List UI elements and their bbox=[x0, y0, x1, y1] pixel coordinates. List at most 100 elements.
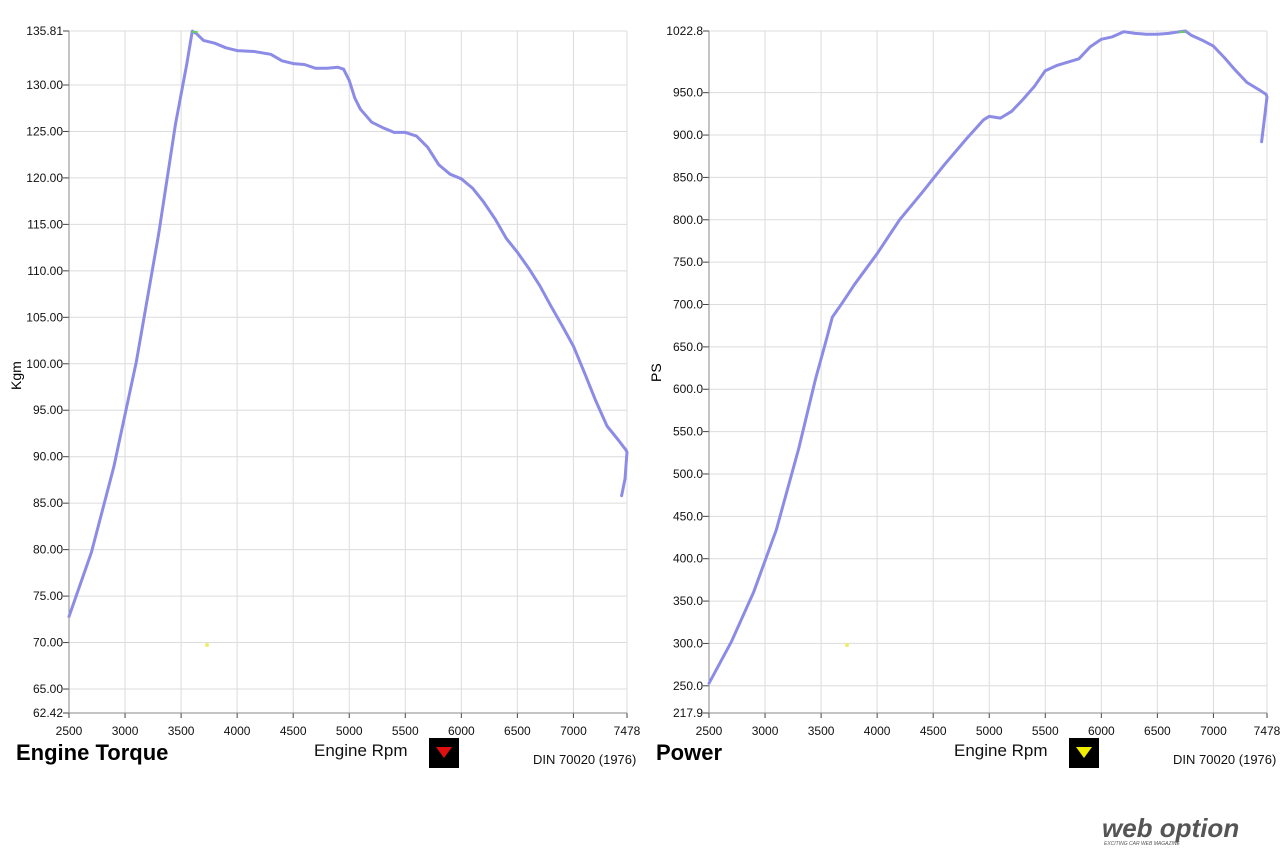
data-point bbox=[174, 122, 177, 126]
data-point bbox=[842, 299, 845, 303]
y-tick-label: 850.0 bbox=[673, 170, 703, 184]
data-point bbox=[314, 67, 317, 70]
y-tick-label: 100.00 bbox=[26, 357, 63, 371]
data-point bbox=[825, 337, 828, 340]
data-point bbox=[1264, 93, 1268, 96]
y-tick-label: 900.0 bbox=[673, 128, 703, 142]
data-point bbox=[527, 266, 530, 270]
data-point bbox=[224, 46, 228, 50]
weboption-logo: web option EXCITING CAR WEB MAGAZINE bbox=[1102, 813, 1239, 847]
data-point bbox=[1122, 30, 1125, 33]
data-point bbox=[1212, 44, 1215, 48]
data-point bbox=[605, 424, 609, 428]
data-point bbox=[1223, 56, 1226, 60]
data-point bbox=[1111, 35, 1114, 38]
triangle-down-icon bbox=[1076, 747, 1092, 758]
y-tick-label: 125.00 bbox=[26, 124, 63, 138]
data-point bbox=[252, 50, 256, 53]
data-point bbox=[965, 137, 969, 140]
data-point bbox=[1032, 85, 1036, 88]
y-tick-label: 80.00 bbox=[33, 543, 63, 557]
data-point bbox=[370, 120, 373, 124]
data-point bbox=[359, 107, 362, 111]
data-point bbox=[90, 551, 93, 554]
y-tick-label: 500.0 bbox=[673, 467, 703, 481]
y-tick-label: 950.0 bbox=[673, 86, 703, 100]
y-tick-label: 90.00 bbox=[33, 450, 63, 464]
x-tick-label: 6500 bbox=[504, 724, 531, 738]
data-point bbox=[426, 146, 429, 149]
data-point bbox=[707, 682, 711, 685]
data-point bbox=[814, 377, 817, 381]
data-point bbox=[291, 62, 295, 65]
data-point bbox=[303, 63, 306, 66]
y-tick-label: 600.0 bbox=[673, 382, 703, 396]
x-tick-label: 6000 bbox=[448, 724, 475, 738]
x-tick-label: 5000 bbox=[336, 724, 363, 738]
power-x-axis-label: Engine Rpm bbox=[954, 741, 1048, 760]
data-point bbox=[920, 191, 924, 194]
data-point bbox=[1100, 38, 1103, 41]
data-point bbox=[1260, 140, 1263, 144]
y-tick-label: 250.0 bbox=[673, 679, 703, 693]
data-point bbox=[1077, 57, 1081, 60]
data-point bbox=[1088, 45, 1092, 49]
y-tick-label: 85.00 bbox=[33, 496, 63, 510]
data-point bbox=[1055, 64, 1058, 67]
x-tick-label: 6000 bbox=[1088, 724, 1115, 738]
power-curve bbox=[707, 29, 1269, 685]
y-tick-label: 95.00 bbox=[33, 403, 63, 417]
cursor-dot bbox=[205, 643, 209, 647]
data-point bbox=[572, 344, 575, 348]
data-point bbox=[135, 360, 138, 364]
data-point bbox=[1234, 69, 1238, 72]
x-tick-label: 3000 bbox=[752, 724, 779, 738]
x-tick-label: 5500 bbox=[1032, 724, 1059, 738]
data-point bbox=[1156, 33, 1159, 36]
data-point bbox=[1144, 33, 1148, 36]
power-chart: 2500 3000 3500 4000 4500 5000 5500 6000 6500 7000… bbox=[666, 24, 1280, 738]
data-point bbox=[493, 217, 497, 221]
data-point bbox=[353, 96, 357, 100]
data-point bbox=[875, 252, 879, 255]
torque-x-axis-label: Engine Rpm bbox=[314, 741, 408, 760]
data-point bbox=[269, 53, 272, 56]
data-point bbox=[381, 126, 385, 129]
data-point bbox=[1245, 81, 1249, 84]
data-point bbox=[617, 438, 620, 442]
torque-y-axis-label: Kgm bbox=[8, 361, 24, 390]
y-tick-label: 75.00 bbox=[33, 589, 63, 603]
y-tick-label: 62.42 bbox=[33, 706, 63, 720]
y-tick-label: 110.00 bbox=[27, 264, 63, 278]
x-tick-label: 4000 bbox=[224, 724, 251, 738]
data-point bbox=[67, 615, 71, 618]
torque-chart-title: Engine Torque bbox=[16, 740, 169, 765]
x-tick-label: 3000 bbox=[112, 724, 139, 738]
data-point bbox=[482, 200, 485, 204]
x-tick-label: 6500 bbox=[1144, 724, 1171, 738]
data-point bbox=[943, 163, 946, 166]
data-point bbox=[1021, 98, 1025, 101]
cursor-dot bbox=[845, 643, 849, 647]
y-tick-label: 1022.8 bbox=[666, 24, 703, 38]
torque-marker-icon[interactable] bbox=[429, 738, 459, 768]
x-tick-label: 3500 bbox=[168, 724, 195, 738]
y-tick-label: 300.0 bbox=[673, 636, 703, 650]
y-tick-label: 120.00 bbox=[26, 171, 63, 185]
data-point bbox=[831, 316, 834, 319]
data-point bbox=[336, 66, 340, 69]
x-tick-label: 5500 bbox=[392, 724, 419, 738]
y-tick-label: 135.81 bbox=[26, 24, 63, 38]
y-tick-label: 70.00 bbox=[33, 636, 63, 650]
data-point bbox=[1167, 32, 1170, 35]
data-point bbox=[185, 63, 188, 66]
y-tick-label: 450.0 bbox=[673, 509, 703, 523]
y-tick-label: 217.9 bbox=[673, 706, 703, 720]
power-standard-label: DIN 70020 (1976) bbox=[1173, 752, 1277, 767]
triangle-down-icon bbox=[436, 747, 452, 758]
data-point bbox=[853, 282, 856, 286]
power-marker-icon[interactable] bbox=[1069, 738, 1099, 768]
data-point bbox=[1201, 38, 1204, 42]
y-tick-label: 105.00 bbox=[26, 310, 63, 324]
